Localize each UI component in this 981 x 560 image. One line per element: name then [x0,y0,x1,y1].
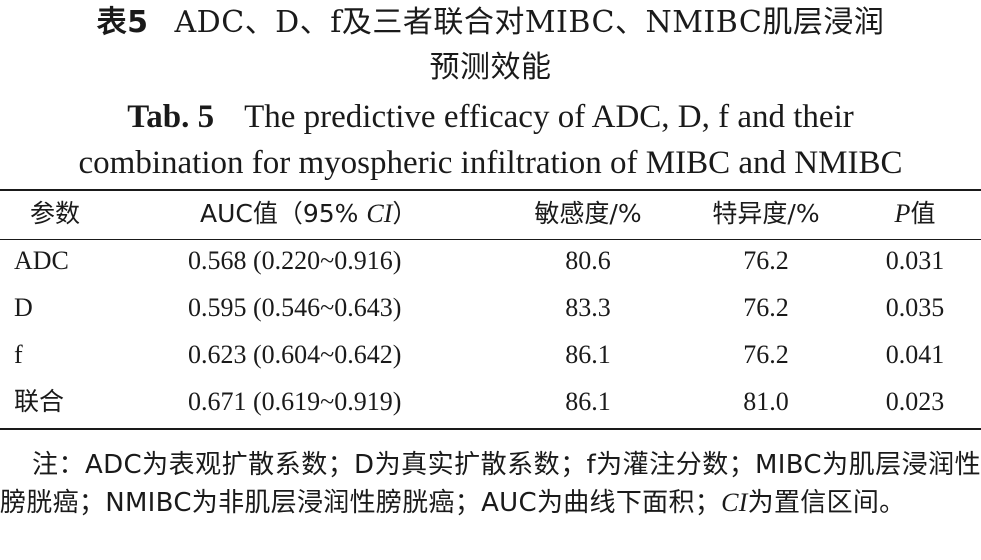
english-title-line-1: Tab. 5 The predictive efficacy of ADC, D,… [0,97,981,137]
footnote-ci: CI [721,488,748,517]
chinese-title-text: ADC、D、f及三者联合对MIBC、NMIBC肌层浸润 [174,5,885,40]
table-row-auc: 0.671 (0.619~0.919) [188,387,402,416]
table-row-p: 0.041 [885,340,945,369]
table-row-auc: 0.595 (0.546~0.643) [188,293,402,322]
footnote-tail: 为置信区间。 [747,488,906,518]
table-row-specificity: 76.2 [743,246,789,275]
table-footnote: 注：ADC为表观扩散系数；D为真实扩散系数；f为灌注分数；MIBC为肌层浸润性膀… [0,447,981,522]
table-row-auc: 0.568 (0.220~0.916) [188,246,402,275]
table-number-en: Tab. 5 [127,99,215,135]
table-row-param: f [14,340,23,369]
table-row-sensitivity: 80.6 [565,246,611,275]
table-bottom-rule [0,428,981,430]
table-row-specificity: 76.2 [743,340,789,369]
table-top-rule [0,189,981,191]
chinese-title-line-2: 预测效能 [429,50,552,85]
table-row-param: 联合 [14,387,65,416]
table-row-sensitivity: 86.1 [565,387,611,416]
header-param: 参数 [30,199,81,228]
footnote-text: 注：ADC为表观扩散系数；D为真实扩散系数；f为灌注分数；MIBC为肌层浸润性膀… [0,450,981,518]
table-row-p: 0.031 [885,246,945,275]
table-row-p: 0.035 [885,293,945,322]
table-row-specificity: 81.0 [743,387,789,416]
table-row-param: ADC [14,246,69,275]
header-p-value: P值 [894,199,936,228]
header-specificity: 特异度/% [712,199,820,228]
table-row-specificity: 76.2 [743,293,789,322]
header-auc: AUC值（95% CI） [200,199,418,228]
table-row-auc: 0.623 (0.604~0.642) [188,340,402,369]
chinese-title-line-1: 表5 ADC、D、f及三者联合对MIBC、NMIBC肌层浸润 [0,5,981,41]
table-row-param: D [14,293,33,322]
english-title-line-2: combination for myospheric infiltration … [78,145,903,181]
table-row-sensitivity: 83.3 [565,293,611,322]
table-number-cn: 表5 [96,5,149,40]
table-header-rule [0,239,981,240]
table-row-p: 0.023 [885,387,945,416]
table-row-sensitivity: 86.1 [565,340,611,369]
english-title-text: The predictive efficacy of ADC, D, f and… [244,99,854,135]
header-sensitivity: 敏感度/% [534,199,642,228]
